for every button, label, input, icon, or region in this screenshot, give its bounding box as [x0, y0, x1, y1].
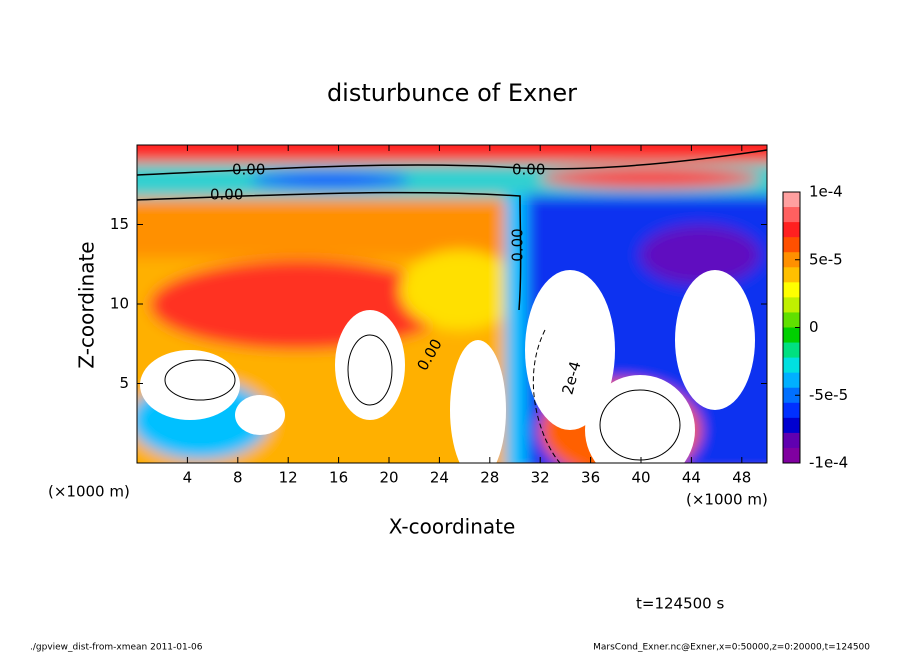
contour-label: 0.00 [232, 161, 265, 179]
colorbar-segment [783, 192, 800, 208]
x-tick-label: 24 [430, 469, 449, 487]
x-unit: (×1000 m) [48, 483, 130, 501]
x-tick-label: 44 [682, 469, 701, 487]
contour-label: 0.00 [512, 161, 545, 179]
colorbar-segment [783, 252, 800, 268]
colorbar-segment [783, 312, 800, 328]
chart-title: disturbunce of Exner [327, 79, 577, 107]
colorbar-segment [783, 342, 800, 359]
colorbar-tick-label: 0 [809, 318, 819, 336]
x-tick-label: 48 [732, 469, 751, 487]
colorbar-segment [783, 327, 800, 344]
time-label: t=124500 s [636, 595, 724, 613]
x-unit: (×1000 m) [686, 491, 768, 509]
footer-left: ./gpview_dist-from-xmean 2011-01-06 [30, 643, 203, 653]
colorbar-segment [783, 222, 800, 238]
field [137, 145, 767, 463]
y-axis-label: Z-coordinate [75, 241, 99, 368]
colorbar-tick-label: -1e-4 [809, 454, 848, 472]
colorbar-segment [783, 207, 800, 223]
footer-right: MarsCond_Exner.nc@Exner,x=0:50000,z=0:20… [593, 643, 870, 653]
colorbar-tick-label: 5e-5 [809, 250, 843, 268]
colorbar-segment [783, 402, 800, 419]
x-tick-label: 4 [183, 469, 193, 487]
x-tick-label: 20 [379, 469, 398, 487]
y-tick-label: 15 [110, 215, 129, 233]
x-tick-label: 28 [480, 469, 499, 487]
colorbar-segment [783, 357, 800, 374]
colorbar-segment [783, 372, 800, 389]
contour-label: 0.00 [509, 228, 527, 261]
colorbar-segment [783, 297, 800, 313]
x-axis-label: X-coordinate [389, 515, 516, 539]
x-tick-label: 8 [233, 469, 243, 487]
x-tick-label: 32 [531, 469, 550, 487]
colorbar-segment [783, 237, 800, 253]
y-tick-label: 5 [119, 374, 129, 392]
y-tick-label: 10 [110, 295, 129, 313]
contour-label: 0.00 [210, 186, 243, 204]
x-tick-label: 40 [631, 469, 650, 487]
colorbar-segment [783, 267, 800, 283]
x-tick-label: 36 [581, 469, 600, 487]
colorbar-tick-label: 1e-4 [809, 183, 843, 201]
colorbar-segment [783, 432, 800, 449]
colorbar-segment [783, 282, 800, 298]
x-tick-label: 16 [329, 469, 348, 487]
colorbar-tick-label: -5e-5 [809, 386, 848, 404]
colorbar-segment [783, 387, 800, 404]
colorbar-segment [783, 447, 800, 464]
x-tick-label: 12 [279, 469, 298, 487]
colorbar-segment [783, 417, 800, 434]
